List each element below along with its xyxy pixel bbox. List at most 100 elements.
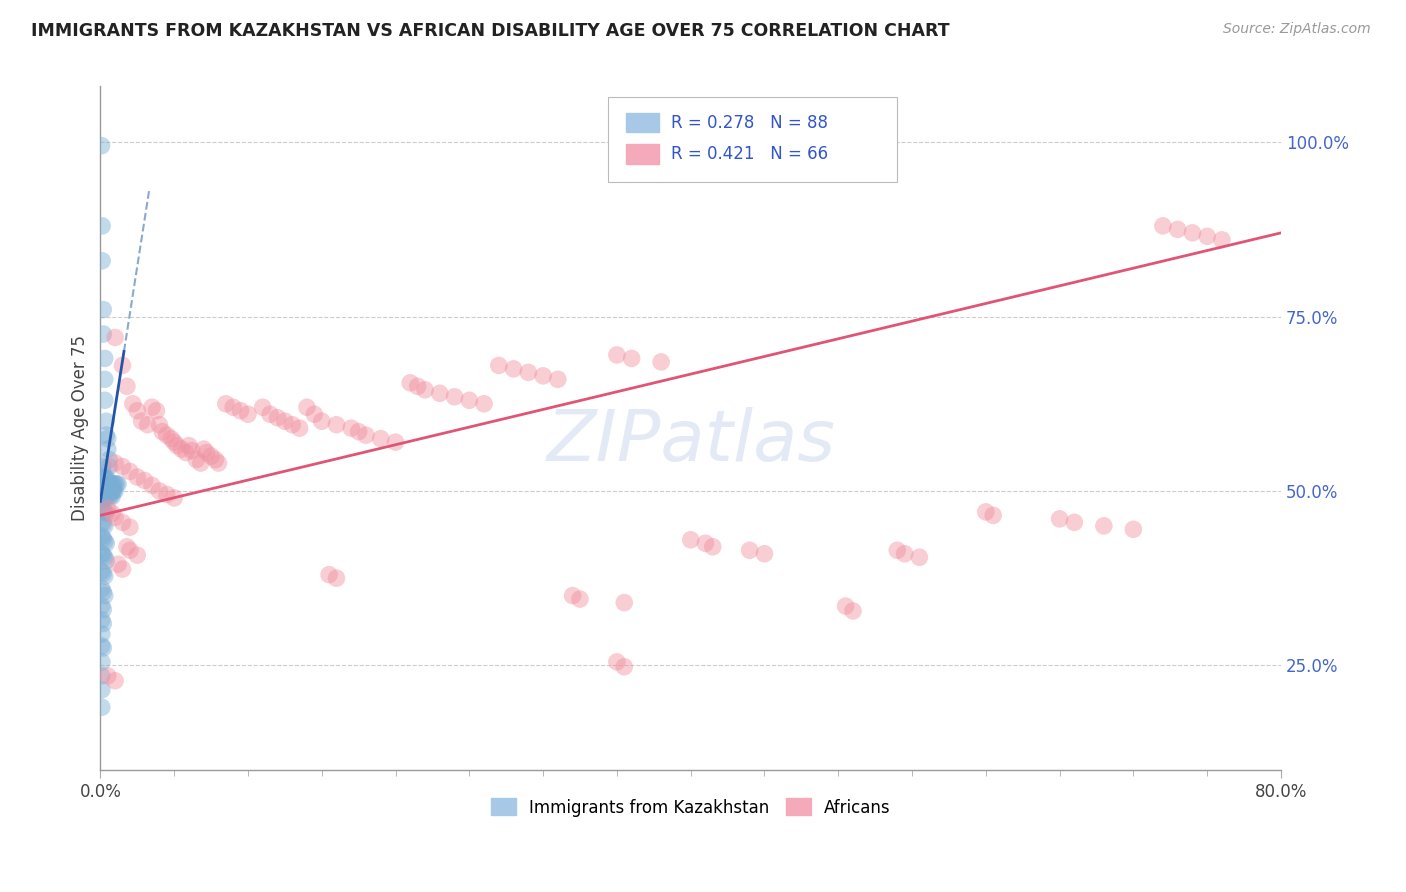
- Point: [118, 465, 141, 479]
- Point: [96, 536, 118, 550]
- Point: [97, 442, 120, 456]
- Point: [738, 543, 761, 558]
- Point: [127, 470, 149, 484]
- Point: [90, 669, 112, 683]
- Point: [96, 487, 118, 501]
- Point: [90, 547, 112, 561]
- Point: [94, 589, 117, 603]
- Point: [94, 550, 117, 565]
- Point: [502, 362, 524, 376]
- Point: [695, 536, 717, 550]
- Point: [413, 383, 436, 397]
- Point: [90, 582, 112, 596]
- Point: [97, 483, 120, 498]
- Point: [96, 554, 118, 568]
- Point: [90, 478, 112, 492]
- Point: [94, 519, 117, 533]
- Point: [90, 564, 112, 578]
- Point: [96, 428, 118, 442]
- Point: [886, 543, 908, 558]
- Point: [94, 372, 117, 386]
- Point: [620, 351, 643, 366]
- Point: [384, 435, 406, 450]
- Point: [340, 421, 363, 435]
- Point: [101, 477, 124, 491]
- Point: [100, 477, 122, 491]
- Point: [207, 456, 229, 470]
- Point: [97, 669, 120, 683]
- Point: [186, 452, 208, 467]
- Point: [111, 459, 134, 474]
- Point: [295, 401, 318, 415]
- Point: [91, 640, 114, 655]
- Point: [118, 543, 141, 558]
- Point: [141, 478, 163, 492]
- Point: [1092, 519, 1115, 533]
- Point: [96, 480, 118, 494]
- Point: [97, 432, 120, 446]
- Point: [163, 491, 186, 505]
- Point: [97, 474, 120, 488]
- Text: R = 0.421   N = 66: R = 0.421 N = 66: [671, 145, 828, 163]
- Point: [458, 393, 481, 408]
- Point: [193, 442, 215, 456]
- Point: [98, 482, 121, 496]
- Point: [103, 477, 125, 491]
- Point: [1122, 522, 1144, 536]
- Point: [150, 425, 173, 439]
- Point: [91, 326, 114, 341]
- Point: [370, 432, 392, 446]
- Point: [90, 682, 112, 697]
- Point: [974, 505, 997, 519]
- Point: [97, 488, 120, 502]
- Legend: Immigrants from Kazakhstan, Africans: Immigrants from Kazakhstan, Africans: [484, 792, 897, 823]
- Point: [91, 516, 114, 531]
- Point: [90, 485, 112, 500]
- Point: [190, 456, 212, 470]
- Point: [94, 534, 117, 549]
- Point: [103, 482, 125, 496]
- Point: [1167, 222, 1189, 236]
- Point: [354, 428, 377, 442]
- Point: [90, 483, 112, 498]
- Point: [148, 483, 170, 498]
- Point: [236, 407, 259, 421]
- Point: [679, 533, 702, 547]
- Point: [94, 487, 117, 501]
- Point: [650, 355, 672, 369]
- Point: [204, 452, 226, 467]
- Point: [406, 379, 429, 393]
- Point: [136, 417, 159, 432]
- Point: [91, 459, 114, 474]
- Text: ZIPatlas: ZIPatlas: [546, 408, 835, 476]
- Point: [94, 505, 117, 519]
- Point: [91, 302, 114, 317]
- Point: [91, 219, 114, 233]
- Point: [96, 483, 118, 498]
- Point: [103, 483, 125, 498]
- Point: [134, 474, 156, 488]
- Point: [325, 571, 347, 585]
- Point: [1152, 219, 1174, 233]
- Point: [156, 487, 179, 501]
- Point: [429, 386, 451, 401]
- Point: [180, 443, 202, 458]
- Y-axis label: Disability Age Over 75: Disability Age Over 75: [72, 335, 89, 521]
- Point: [252, 401, 274, 415]
- Point: [91, 566, 114, 581]
- Point: [141, 401, 163, 415]
- Point: [561, 589, 583, 603]
- Point: [547, 372, 569, 386]
- Point: [94, 493, 117, 508]
- Point: [90, 138, 112, 153]
- Point: [1211, 233, 1233, 247]
- Point: [100, 489, 122, 503]
- Point: [94, 483, 117, 498]
- Point: [90, 501, 112, 516]
- Point: [91, 480, 114, 494]
- Point: [893, 547, 915, 561]
- Point: [91, 602, 114, 616]
- Point: [100, 483, 122, 498]
- Point: [834, 599, 856, 613]
- Point: [1049, 512, 1071, 526]
